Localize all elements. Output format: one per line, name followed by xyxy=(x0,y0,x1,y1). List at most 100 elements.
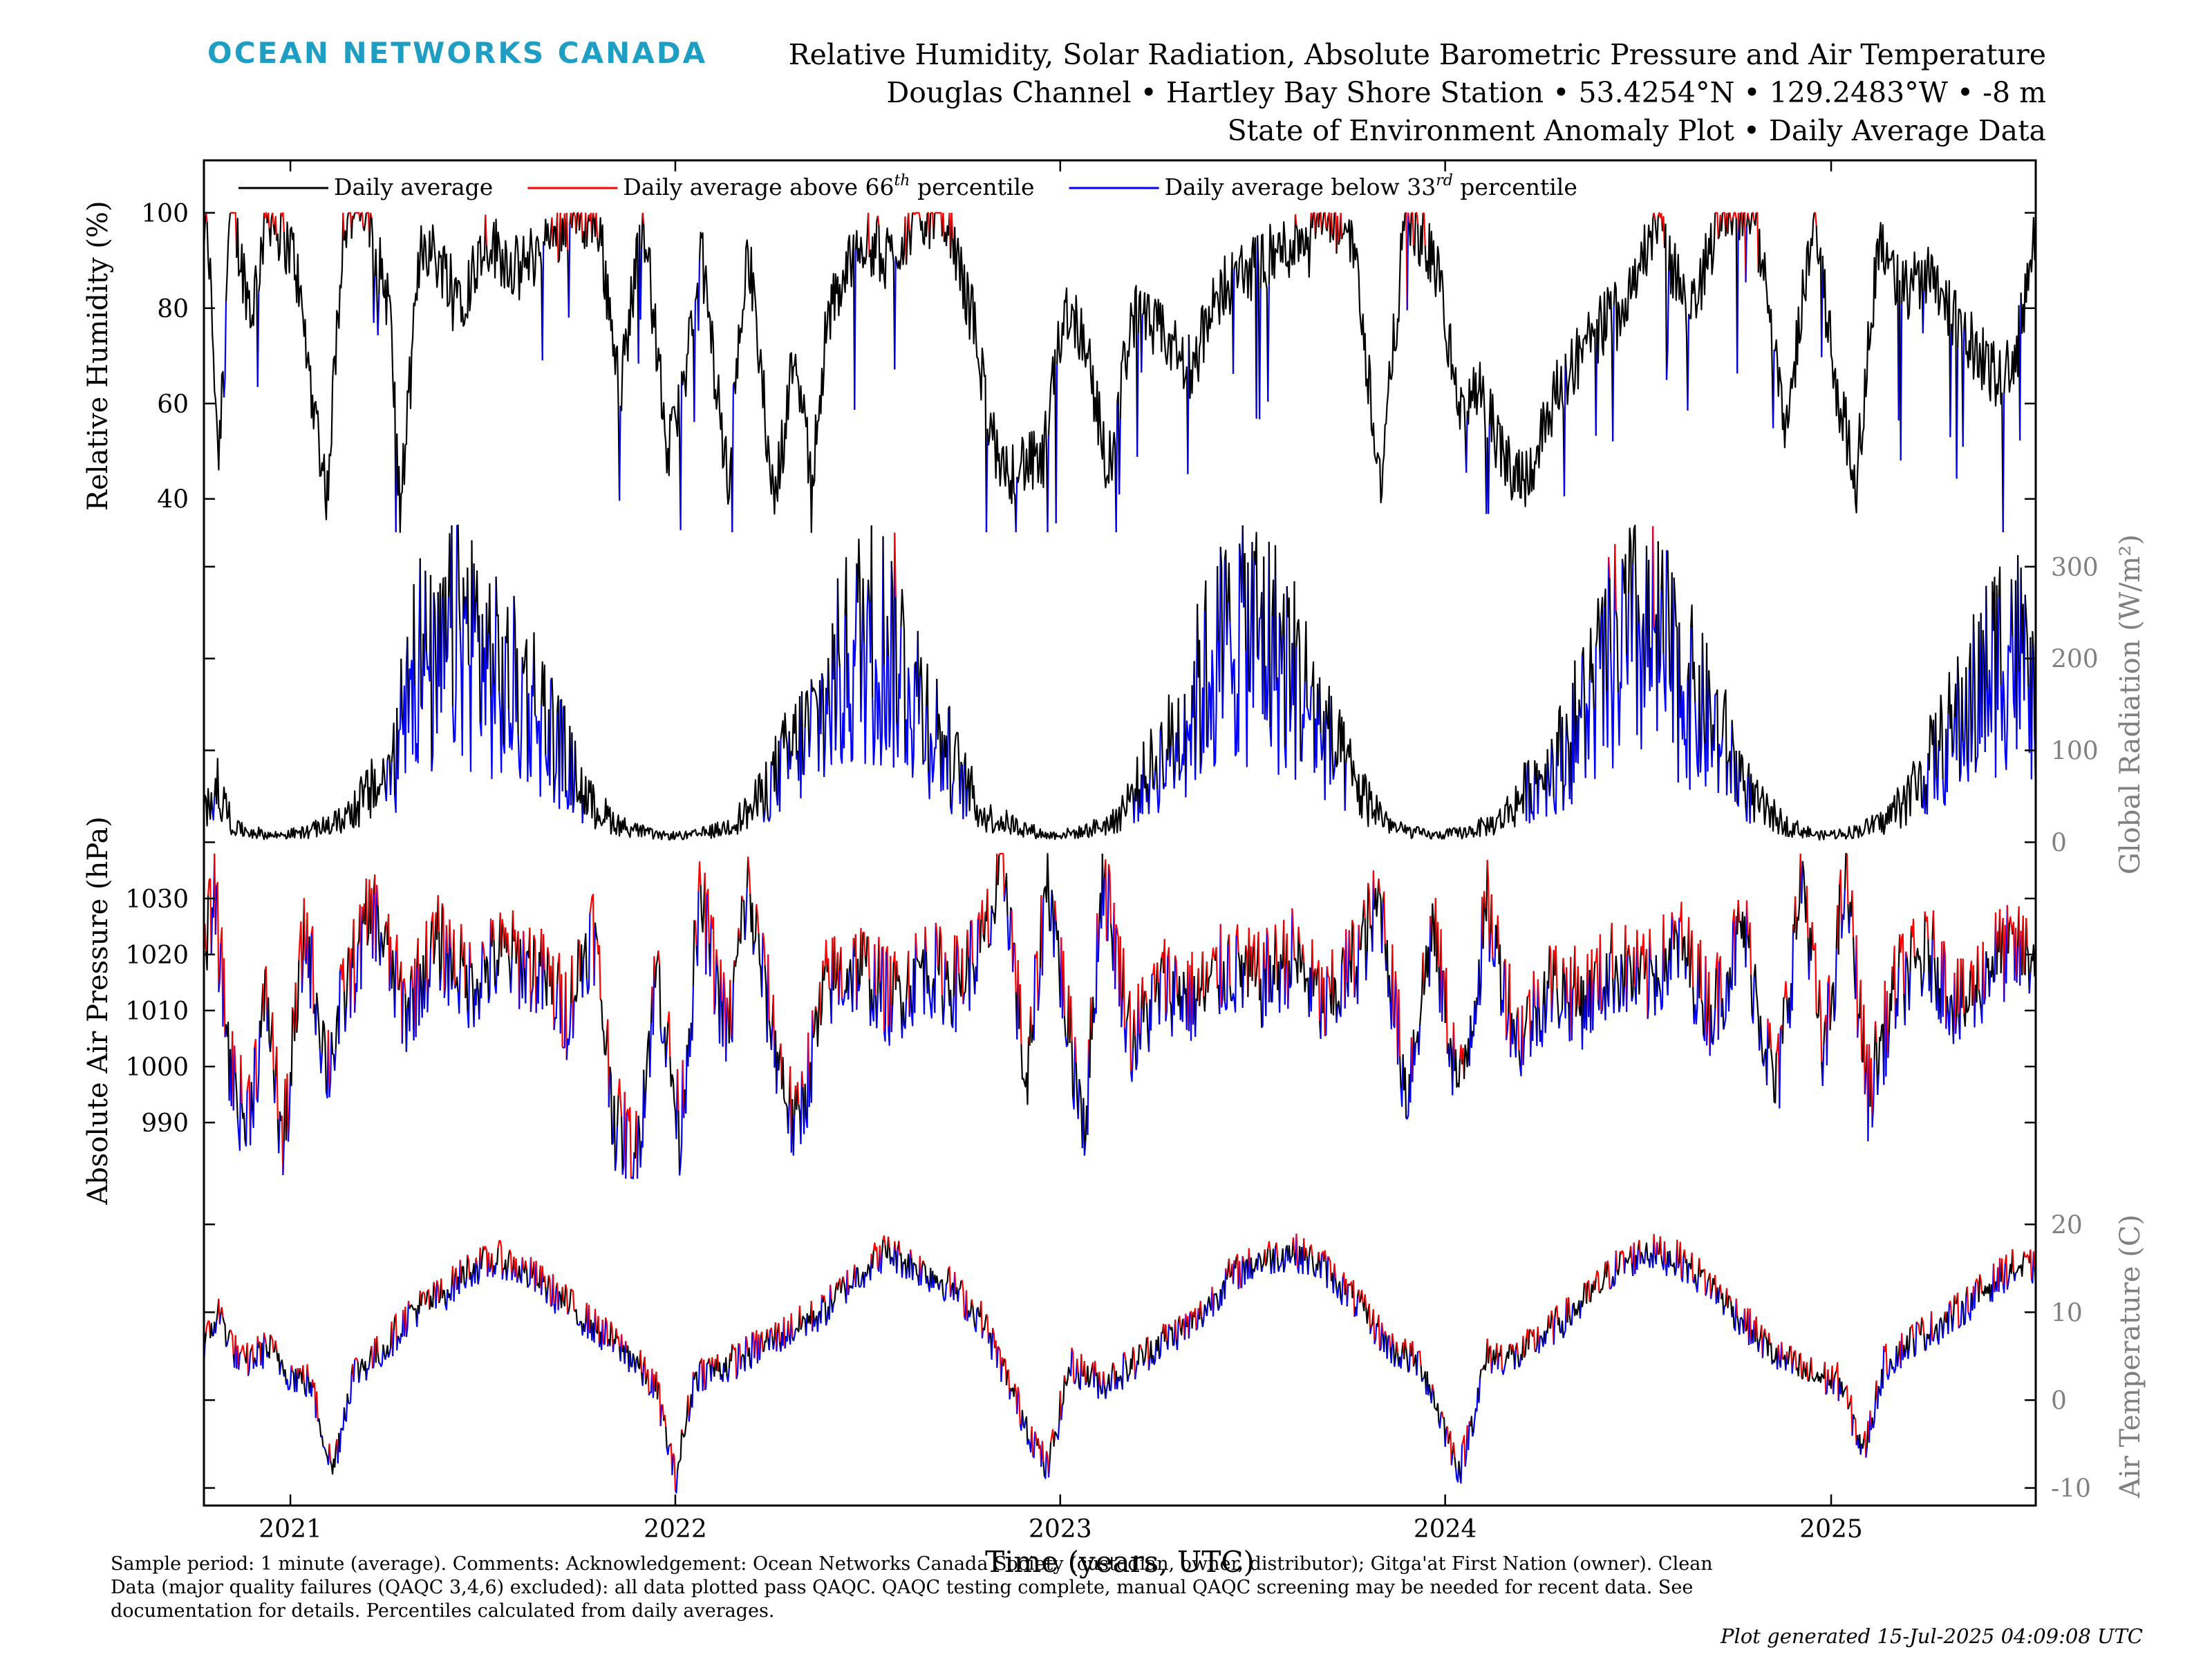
pressure-series-normal xyxy=(532,935,535,987)
radiation-series-below xyxy=(1163,749,1168,789)
pressure-series-above xyxy=(1235,924,1239,953)
temperature-series-normal xyxy=(856,1266,860,1286)
pressure-series-above xyxy=(892,951,897,990)
pressure-series-above xyxy=(1749,922,1752,975)
temperature-series-above xyxy=(475,1257,478,1266)
pressure-series-below xyxy=(752,943,756,955)
temperature-series-above xyxy=(1656,1241,1659,1255)
radiation-series-below xyxy=(767,761,772,823)
pressure-series-below xyxy=(274,1076,276,1103)
temperature-series-below xyxy=(1636,1248,1639,1270)
humidity-series-normal xyxy=(1321,212,1325,235)
radiation-series-below xyxy=(1962,667,1967,767)
pressure-series-below xyxy=(429,948,432,988)
radiation-series-below xyxy=(1344,762,1347,811)
pressure-series-normal xyxy=(1710,1004,1713,1043)
radiation-series-below xyxy=(763,810,766,823)
temperature-series-above xyxy=(205,1320,212,1338)
temperature-series-above xyxy=(1063,1375,1067,1382)
temperature-series-normal xyxy=(480,1246,485,1269)
temperature-series-above xyxy=(1417,1350,1422,1366)
y-tick-label: 100 xyxy=(141,200,189,228)
pressure-series-below xyxy=(1539,1004,1544,1047)
temperature-series-normal xyxy=(676,1429,683,1472)
humidity-series-below xyxy=(1047,435,1050,533)
pressure-series-below xyxy=(1723,973,1728,1030)
temperature-series-below xyxy=(519,1257,523,1284)
pressure-series-normal xyxy=(579,944,583,997)
temperature-series-normal xyxy=(1568,1315,1572,1326)
pressure-series-normal xyxy=(1010,907,1013,911)
temperature-series-below xyxy=(1570,1304,1574,1327)
series-layer xyxy=(203,212,2037,1494)
temperature-series-below xyxy=(1851,1414,1855,1436)
humidity-series-normal xyxy=(908,212,914,256)
temperature-series-below xyxy=(516,1277,519,1283)
pressure-series-normal xyxy=(543,947,549,1006)
pressure-series-normal xyxy=(928,975,930,995)
pressure-series-above xyxy=(561,974,563,1048)
temperature-series-above xyxy=(992,1327,996,1349)
radiation-series-below xyxy=(1252,551,1255,708)
pressure-series-above xyxy=(507,932,509,956)
temperature-series-below xyxy=(1757,1341,1761,1352)
radiation-series-below xyxy=(959,762,962,805)
radiation-series-normal xyxy=(413,583,416,686)
temperature-series-below xyxy=(1518,1353,1522,1368)
temperature-series-normal xyxy=(698,1360,702,1365)
temperature-series-below xyxy=(367,1363,371,1370)
humidity-series-below xyxy=(1259,288,1262,420)
temperature-series-below xyxy=(740,1356,743,1369)
humidity-series-above xyxy=(1743,212,1747,283)
pressure-series-below xyxy=(467,941,471,1029)
humidity-series-above xyxy=(205,212,208,222)
radiation-series-below xyxy=(549,679,552,786)
temperature-series-normal xyxy=(1136,1344,1141,1365)
temperature-series-normal xyxy=(495,1247,499,1266)
pressure-series-above xyxy=(1133,1009,1136,1036)
temperature-series-above xyxy=(1041,1441,1044,1462)
pressure-series-above xyxy=(1215,946,1219,988)
humidity-series-above xyxy=(912,212,921,218)
humidity-series-above xyxy=(565,212,569,250)
radiation-series-below xyxy=(1638,613,1644,750)
radiation-series-normal xyxy=(1666,550,1671,684)
temperature-series-above xyxy=(1516,1342,1519,1355)
pressure-series-below xyxy=(1791,924,1794,1011)
temperature-series-normal xyxy=(1594,1278,1597,1291)
pressure-series-normal xyxy=(316,993,321,1049)
temperature-series-below xyxy=(444,1289,449,1311)
pressure-series-above xyxy=(1152,963,1156,1002)
radiation-series-normal xyxy=(1566,713,1571,800)
pressure-series-above xyxy=(1863,1004,1866,1095)
humidity-series-normal xyxy=(1408,212,1412,246)
humidity-series-below xyxy=(1900,303,1903,461)
radiation-series-below xyxy=(572,740,577,813)
pressure-series-normal xyxy=(1714,968,1717,1009)
humidity-series-below xyxy=(1115,402,1118,533)
pressure-series-above xyxy=(276,1047,279,1119)
y-tick-label: 80 xyxy=(157,295,189,324)
pressure-series-below xyxy=(443,925,447,998)
humidity-series-normal xyxy=(283,212,344,521)
temperature-series-normal xyxy=(730,1344,733,1362)
temperature-series-above xyxy=(328,1443,332,1462)
radiation-series-below xyxy=(1147,778,1151,814)
humidity-series-normal xyxy=(374,248,379,336)
pressure-series-below xyxy=(1947,997,1951,1035)
temperature-series-below xyxy=(753,1339,756,1358)
temperature-series-below xyxy=(1177,1322,1179,1351)
pressure-series-normal xyxy=(812,1006,816,1038)
temperature-series-normal xyxy=(1721,1293,1725,1315)
pressure-series-below xyxy=(1608,953,1611,1007)
pressure-series-below xyxy=(644,1091,647,1118)
temperature-series-normal xyxy=(1833,1370,1837,1379)
radiation-series-below xyxy=(487,633,489,670)
radiation-series-below xyxy=(1152,770,1156,790)
humidity-series-above xyxy=(592,212,595,218)
humidity-series-normal xyxy=(868,215,879,277)
humidity-series-above xyxy=(908,212,910,230)
pressure-series-above xyxy=(812,1010,814,1038)
temperature-series-normal xyxy=(1338,1281,1342,1300)
